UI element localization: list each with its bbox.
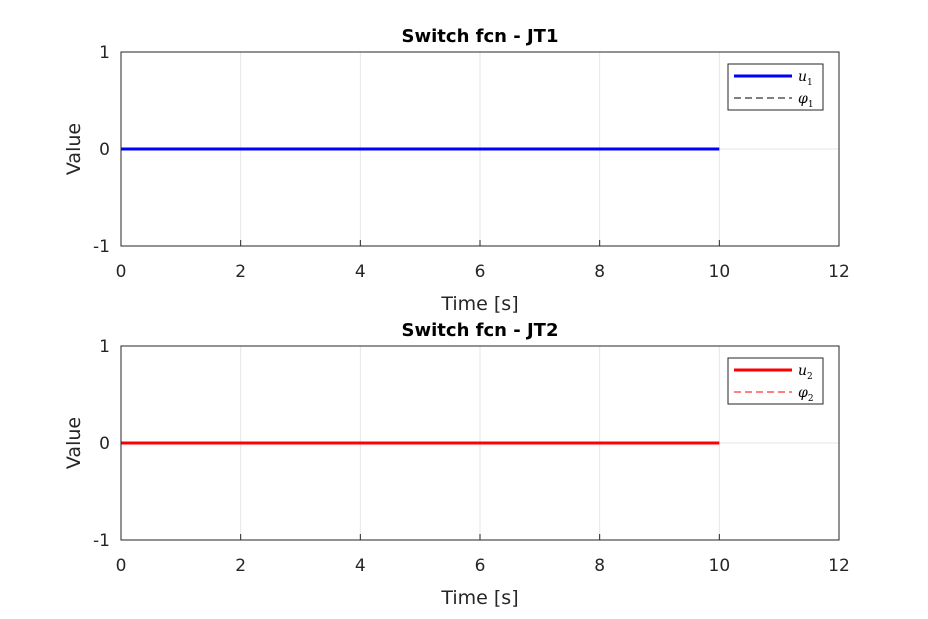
legend-label-subscript: 1 xyxy=(808,100,814,110)
x-tick-label: 4 xyxy=(355,262,366,282)
legend-label-symbol: φ xyxy=(798,91,808,107)
x-tick-label: 10 xyxy=(709,556,731,576)
legend-label-symbol: φ xyxy=(798,385,808,401)
x-tick-label: 6 xyxy=(475,262,486,282)
legend-label-symbol: u xyxy=(798,363,807,379)
x-tick-label: 12 xyxy=(828,262,850,282)
y-axis-label: Value xyxy=(63,123,85,175)
x-tick-label: 2 xyxy=(235,262,246,282)
chart-title: Switch fcn - JT1 xyxy=(402,26,559,47)
y-axis-label: Value xyxy=(63,417,85,469)
x-tick-label: 0 xyxy=(116,556,127,576)
x-axis-label: Time [s] xyxy=(440,587,518,609)
x-tick-label: 8 xyxy=(594,262,605,282)
legend-label-subscript: 2 xyxy=(808,394,814,404)
y-tick-label: -1 xyxy=(93,531,110,551)
x-tick-label: 12 xyxy=(828,556,850,576)
legend-label-symbol: u xyxy=(798,69,807,85)
x-tick-label: 4 xyxy=(355,556,366,576)
x-tick-label: 8 xyxy=(594,556,605,576)
legend-label-subscript: 1 xyxy=(807,78,813,88)
chart-title: Switch fcn - JT2 xyxy=(402,320,559,341)
y-tick-label: 0 xyxy=(99,434,110,454)
x-tick-label: 0 xyxy=(116,262,127,282)
x-axis-label: Time [s] xyxy=(440,293,518,315)
y-tick-label: 1 xyxy=(99,337,110,357)
x-tick-label: 6 xyxy=(475,556,486,576)
y-tick-label: 1 xyxy=(99,43,110,63)
y-tick-label: 0 xyxy=(99,140,110,160)
legend-label-subscript: 2 xyxy=(807,372,813,382)
x-tick-label: 10 xyxy=(709,262,731,282)
y-tick-label: -1 xyxy=(93,237,110,257)
x-tick-label: 2 xyxy=(235,556,246,576)
